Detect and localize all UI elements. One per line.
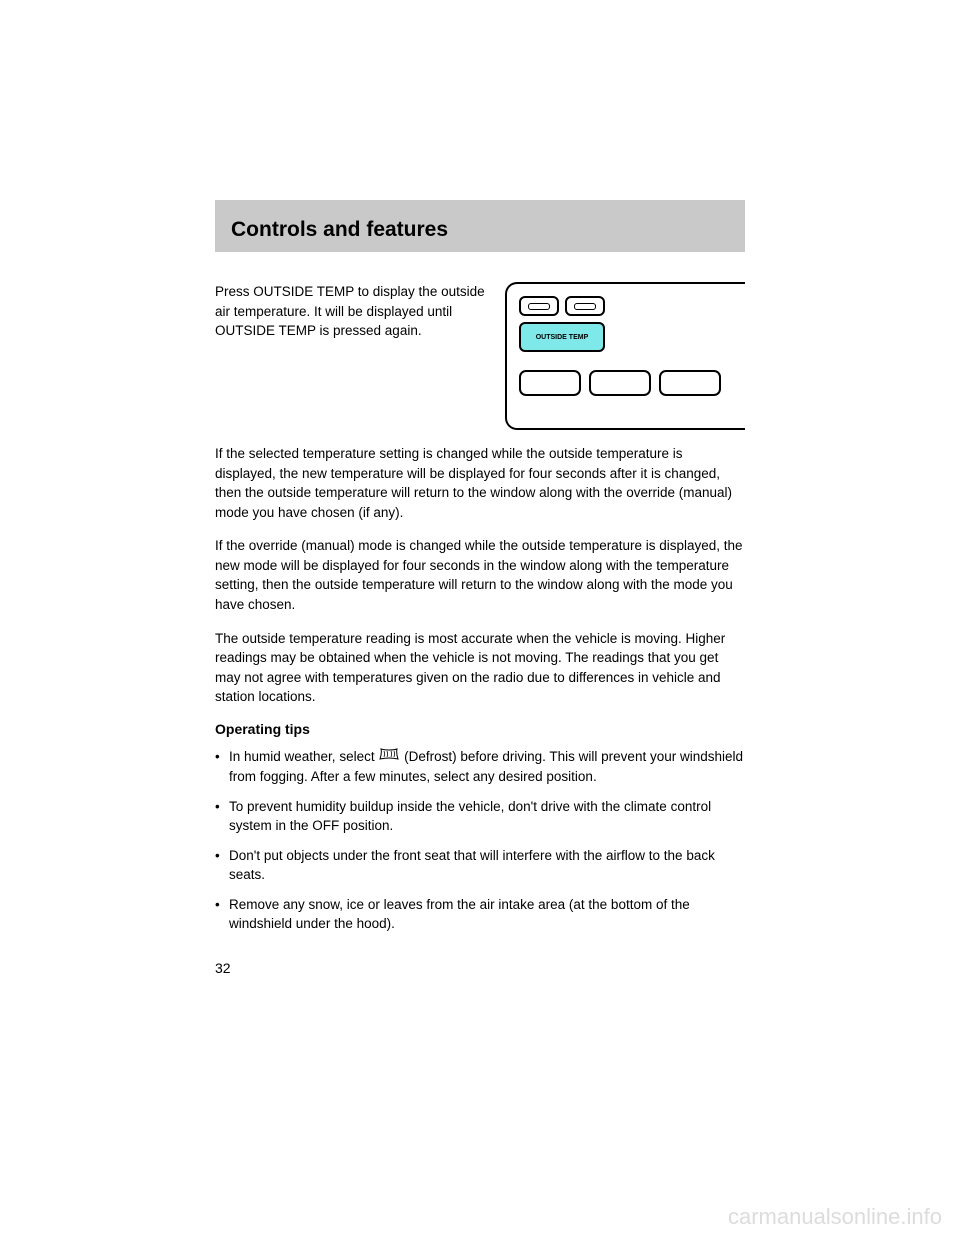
diagram-bottom-row [519, 370, 745, 396]
button-oval [574, 303, 596, 310]
diagram-top-row [519, 296, 745, 316]
bullet-1-prefix: In humid weather, select [229, 749, 378, 764]
button-oval [528, 303, 550, 310]
defrost-icon [378, 747, 400, 767]
diagram-frame: OUTSIDE TEMP [505, 282, 745, 430]
intro-text: Press OUTSIDE TEMP to display the outsid… [215, 282, 485, 430]
watermark: carmanualsonline.info [728, 1204, 942, 1230]
paragraph-4: The outside temperature reading is most … [215, 629, 745, 707]
header-band: Controls and features [215, 200, 745, 252]
outside-temp-button: OUTSIDE TEMP [519, 322, 605, 352]
bottom-button-2 [589, 370, 651, 396]
page-title: Controls and features [231, 218, 729, 242]
section-heading: Operating tips [215, 721, 745, 737]
bullet-4: Remove any snow, ice or leaves from the … [215, 895, 745, 934]
bullet-2: To prevent humidity buildup inside the v… [215, 797, 745, 836]
manual-page: Controls and features Press OUTSIDE TEMP… [0, 0, 960, 976]
outside-temp-label: OUTSIDE TEMP [536, 334, 589, 341]
paragraph-3: If the override (manual) mode is changed… [215, 536, 745, 614]
control-diagram: OUTSIDE TEMP [505, 282, 745, 430]
page-number: 32 [215, 960, 745, 976]
paragraph-2: If the selected temperature setting is c… [215, 444, 745, 522]
intro-row: Press OUTSIDE TEMP to display the outsid… [215, 282, 745, 430]
small-button-2 [565, 296, 605, 316]
bullet-3: Don't put objects under the front seat t… [215, 846, 745, 885]
bullet-1: In humid weather, select (Defrost) befor… [215, 747, 745, 787]
bottom-button-3 [659, 370, 721, 396]
bottom-button-1 [519, 370, 581, 396]
small-button-1 [519, 296, 559, 316]
